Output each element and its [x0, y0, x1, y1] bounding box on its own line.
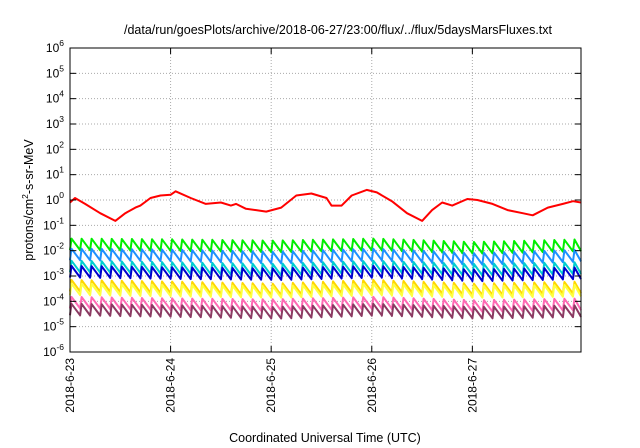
y-tick-exponent: 2	[59, 139, 64, 149]
x-axis: 2018-6-23 2018-6-24 2018-6-25 2018-6-26 2018…	[63, 48, 479, 413]
y-tick-exponent: 6	[59, 38, 64, 48]
series-line-4	[69, 259, 582, 277]
y-tick-base: 10	[46, 41, 60, 55]
y-tick-base: 10	[46, 168, 60, 182]
x-tick-label: 2018-6-24	[164, 358, 178, 413]
y-tick-exponent: -2	[56, 241, 64, 251]
y-tick-exponent: 4	[59, 89, 64, 99]
y-tick-exponent: -6	[56, 342, 64, 352]
y-tick-label: 103	[46, 114, 64, 131]
y-tick-exponent: -5	[56, 317, 64, 327]
y-tick-base: 10	[46, 193, 60, 207]
y-tick-base: 10	[43, 345, 57, 359]
series-line-1	[69, 188, 582, 222]
x-tick-label: 2018-6-27	[465, 358, 479, 413]
chart-title: /data/run/goesPlots/archive/2018-06-27/2…	[124, 23, 553, 37]
y-tick-label: 100	[46, 190, 64, 207]
y-tick-exponent: -4	[56, 291, 64, 301]
y-tick-label: 106	[46, 38, 64, 55]
y-tick-label: 104	[46, 89, 64, 106]
y-tick-base: 10	[43, 244, 57, 258]
y-axis-label: protons/cm2-s-sr-MeV	[20, 139, 36, 261]
y-axis-label-main: protons/cm	[22, 199, 36, 261]
series-line-8	[69, 295, 582, 313]
y-axis: 10-610-510-410-310-210-11001011021031041…	[43, 38, 581, 359]
y-tick-label: 10-3	[43, 266, 64, 283]
series-line-7	[69, 282, 582, 299]
y-tick-label: 10-5	[43, 317, 64, 334]
y-tick-exponent: -1	[56, 215, 64, 225]
y-tick-label: 105	[46, 63, 64, 80]
series-line-5	[69, 264, 582, 283]
y-tick-base: 10	[43, 218, 57, 232]
y-tick-exponent: 1	[59, 165, 64, 175]
y-tick-exponent: -3	[56, 266, 64, 276]
y-tick-base: 10	[46, 66, 60, 80]
x-tick-label: 2018-6-23	[63, 358, 77, 413]
x-axis-label: Coordinated Universal Time (UTC)	[229, 431, 421, 445]
series-line-2	[69, 237, 582, 255]
y-tick-base: 10	[43, 269, 57, 283]
y-tick-label: 10-4	[43, 291, 64, 308]
y-tick-label: 10-1	[43, 215, 64, 232]
y-tick-exponent: 5	[59, 63, 64, 73]
series-line-9	[69, 302, 582, 320]
y-tick-label: 102	[46, 139, 64, 156]
x-tick-label: 2018-6-25	[264, 358, 278, 413]
y-axis-label-sup: 2	[20, 194, 30, 199]
y-tick-base: 10	[46, 142, 60, 156]
y-tick-label: 101	[46, 165, 64, 182]
y-tick-base: 10	[46, 92, 60, 106]
y-tick-exponent: 0	[59, 190, 64, 200]
y-axis-label-rest: -s-sr-MeV	[22, 139, 36, 195]
series-line-3	[69, 247, 582, 266]
y-tick-base: 10	[43, 320, 57, 334]
y-tick-base: 10	[46, 117, 60, 131]
x-tick-label: 2018-6-26	[365, 358, 379, 413]
series-group	[69, 188, 582, 320]
y-tick-exponent: 3	[59, 114, 64, 124]
y-tick-label: 10-6	[43, 342, 64, 359]
y-tick-label: 10-2	[43, 241, 64, 258]
y-tick-base: 10	[43, 294, 57, 308]
